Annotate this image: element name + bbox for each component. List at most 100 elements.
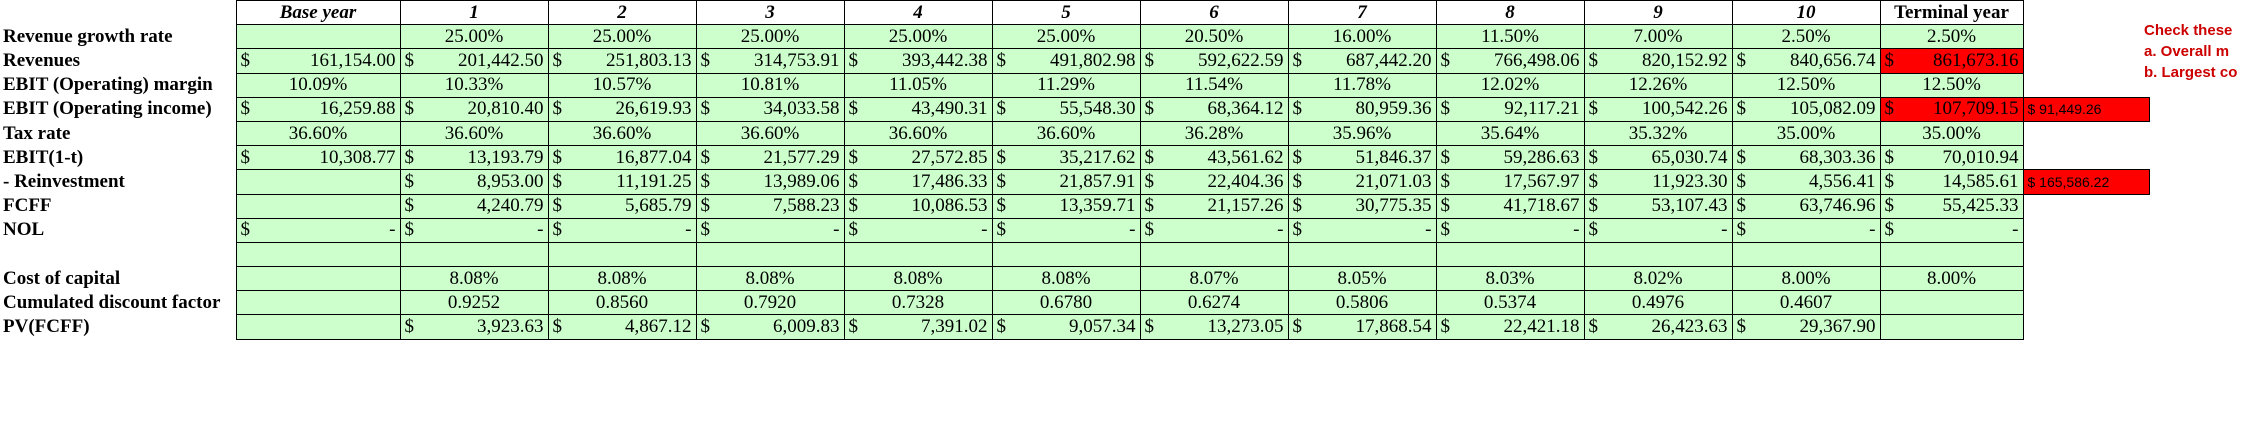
cell-revenues-10[interactable]: $840,656.74: [1731, 48, 1881, 74]
cell-ebit-operating-income-8[interactable]: $92,117.21: [1435, 96, 1585, 122]
cell-tax-rate-base-year[interactable]: 36.60%: [235, 120, 401, 147]
cell-fcff-8[interactable]: $41,718.67: [1435, 193, 1585, 219]
cell-cumulated-discount-factor-7[interactable]: 0.5806: [1287, 290, 1437, 316]
column-header-10[interactable]: 10: [1731, 0, 1881, 26]
cell-reinvestment-9[interactable]: $11,923.30: [1583, 169, 1733, 195]
cell-cumulated-discount-factor-1[interactable]: 0.9252: [399, 290, 549, 316]
cell-cost-of-capital-4[interactable]: 8.08%: [843, 266, 993, 292]
cell-fcff-10[interactable]: $63,746.96: [1731, 193, 1881, 219]
cell-reinvestment-8[interactable]: $17,567.97: [1435, 169, 1585, 195]
row-label-cumulated-discount-factor[interactable]: Cumulated discount factor: [0, 290, 237, 315]
cell-pv-fcff-3[interactable]: $6,009.83: [695, 314, 845, 340]
row-label-cost-of-capital[interactable]: Cost of capital: [0, 266, 237, 291]
cell-revenue-growth-rate-5[interactable]: 25.00%: [991, 24, 1141, 50]
cell-ebit-1-t-2[interactable]: $16,877.04: [547, 145, 697, 171]
cell-blank-6[interactable]: [1139, 241, 1289, 268]
cell-nol-1[interactable]: $ -: [399, 217, 549, 243]
cell-blank-8[interactable]: [1435, 241, 1585, 268]
cell-ebit-operating-margin-1[interactable]: 10.33%: [399, 72, 549, 98]
cell-cumulated-discount-factor-8[interactable]: 0.5374: [1435, 290, 1585, 316]
cell-cost-of-capital-terminal-year[interactable]: 8.00%: [1879, 266, 2024, 292]
row-label-ebit-operating-income[interactable]: EBIT (Operating income): [0, 97, 237, 122]
cell-cost-of-capital-7[interactable]: 8.05%: [1287, 266, 1437, 292]
cell-pv-fcff-6[interactable]: $13,273.05: [1139, 314, 1289, 340]
cell-ebit-operating-income-3[interactable]: $34,033.58: [695, 96, 845, 122]
cell-pv-fcff-10[interactable]: $29,367.90: [1731, 314, 1881, 340]
cell-blank-9[interactable]: [1583, 241, 1733, 268]
cell-ebit-operating-income-base-year[interactable]: $16,259.88: [235, 96, 401, 122]
cell-ebit-operating-margin-6[interactable]: 11.54%: [1139, 72, 1289, 98]
cell-ebit-operating-income-2[interactable]: $26,619.93: [547, 96, 697, 122]
cell-tax-rate-6[interactable]: 36.28%: [1139, 120, 1289, 147]
cell-revenue-growth-rate-base-year[interactable]: [235, 24, 401, 50]
cell-cost-of-capital-8[interactable]: 8.03%: [1435, 266, 1585, 292]
cell-cost-of-capital-base-year[interactable]: [235, 266, 401, 292]
cell-nol-10[interactable]: $ -: [1731, 217, 1881, 243]
cell-pv-fcff-4[interactable]: $7,391.02: [843, 314, 993, 340]
cell-reinvestment-2[interactable]: $11,191.25: [547, 169, 697, 195]
cell-reinvestment-7[interactable]: $21,071.03: [1287, 169, 1437, 195]
row-label-ebit-operating-margin[interactable]: EBIT (Operating) margin: [0, 73, 237, 98]
cell-blank-7[interactable]: [1287, 241, 1437, 268]
cell-tax-rate-7[interactable]: 35.96%: [1287, 120, 1437, 147]
cell-cumulated-discount-factor-6[interactable]: 0.6274: [1139, 290, 1289, 316]
cell-ebit-operating-margin-terminal-year[interactable]: 12.50%: [1879, 72, 2024, 98]
column-header-8[interactable]: 8: [1435, 0, 1585, 26]
cell-cost-of-capital-5[interactable]: 8.08%: [991, 266, 1141, 292]
cell-fcff-4[interactable]: $10,086.53: [843, 193, 993, 219]
cell-ebit-operating-margin-2[interactable]: 10.57%: [547, 72, 697, 98]
cell-pv-fcff-8[interactable]: $22,421.18: [1435, 314, 1585, 340]
cell-reinvestment-base-year[interactable]: [235, 169, 401, 195]
cell-blank-terminal-year[interactable]: [1879, 241, 2024, 268]
cell-ebit-operating-margin-10[interactable]: 12.50%: [1731, 72, 1881, 98]
cell-cumulated-discount-factor-base-year[interactable]: [235, 290, 401, 316]
cell-nol-6[interactable]: $ -: [1139, 217, 1289, 243]
column-header-6[interactable]: 6: [1139, 0, 1289, 26]
cell-cost-of-capital-3[interactable]: 8.08%: [695, 266, 845, 292]
cell-fcff-3[interactable]: $7,588.23: [695, 193, 845, 219]
cell-ebit-1-t-6[interactable]: $43,561.62: [1139, 145, 1289, 171]
cell-ebit-operating-margin-5[interactable]: 11.29%: [991, 72, 1141, 98]
cell-revenues-6[interactable]: $592,622.59: [1139, 48, 1289, 74]
cell-reinvestment-terminal-year[interactable]: $14,585.61: [1879, 169, 2024, 195]
cell-blank-2[interactable]: [547, 241, 697, 268]
cell-revenue-growth-rate-2[interactable]: 25.00%: [547, 24, 697, 50]
cell-ebit-operating-income-4[interactable]: $43,490.31: [843, 96, 993, 122]
cell-reinvestment-5[interactable]: $21,857.91: [991, 169, 1141, 195]
cell-reinvestment-10[interactable]: $4,556.41: [1731, 169, 1881, 195]
cell-revenues-4[interactable]: $393,442.38: [843, 48, 993, 74]
cell-ebit-operating-margin-4[interactable]: 11.05%: [843, 72, 993, 98]
cell-tax-rate-8[interactable]: 35.64%: [1435, 120, 1585, 147]
cell-fcff-6[interactable]: $21,157.26: [1139, 193, 1289, 219]
cell-cost-of-capital-10[interactable]: 8.00%: [1731, 266, 1881, 292]
cell-ebit-operating-income-7[interactable]: $80,959.36: [1287, 96, 1437, 122]
cell-ebit-operating-income-6[interactable]: $68,364.12: [1139, 96, 1289, 122]
cell-ebit-1-t-base-year[interactable]: $10,308.77: [235, 145, 401, 171]
cell-cumulated-discount-factor-4[interactable]: 0.7328: [843, 290, 993, 316]
cell-reinvestment-3[interactable]: $13,989.06: [695, 169, 845, 195]
cell-fcff-base-year[interactable]: [235, 193, 401, 219]
column-header-terminal-year[interactable]: Terminal year: [1879, 0, 2024, 26]
cell-ebit-1-t-5[interactable]: $35,217.62: [991, 145, 1141, 171]
cell-nol-9[interactable]: $ -: [1583, 217, 1733, 243]
cell-reinvestment-1[interactable]: $8,953.00: [399, 169, 549, 195]
cell-revenues-9[interactable]: $820,152.92: [1583, 48, 1733, 74]
cell-revenue-growth-rate-terminal-year[interactable]: 2.50%: [1879, 24, 2024, 50]
cell-ebit-1-t-3[interactable]: $21,577.29: [695, 145, 845, 171]
cell-revenue-growth-rate-1[interactable]: 25.00%: [399, 24, 549, 50]
column-header-1[interactable]: 1: [399, 0, 549, 26]
row-label-tax-rate[interactable]: Tax rate: [0, 121, 237, 146]
column-header-base-year[interactable]: Base year: [235, 0, 401, 26]
cell-nol-terminal-year[interactable]: $ -: [1879, 217, 2024, 243]
cell-nol-2[interactable]: $ -: [547, 217, 697, 243]
cell-revenues-8[interactable]: $766,498.06: [1435, 48, 1585, 74]
cell-nol-4[interactable]: $ -: [843, 217, 993, 243]
cell-cost-of-capital-6[interactable]: 8.07%: [1139, 266, 1289, 292]
cell-ebit-operating-margin-8[interactable]: 12.02%: [1435, 72, 1585, 98]
cell-blank-4[interactable]: [843, 241, 993, 268]
cell-ebit-1-t-1[interactable]: $13,193.79: [399, 145, 549, 171]
cell-ebit-operating-margin-3[interactable]: 10.81%: [695, 72, 845, 98]
row-label-fcff[interactable]: FCFF: [0, 194, 237, 219]
cell-reinvestment-6[interactable]: $22,404.36: [1139, 169, 1289, 195]
cell-cumulated-discount-factor-terminal-year[interactable]: [1879, 290, 2024, 316]
